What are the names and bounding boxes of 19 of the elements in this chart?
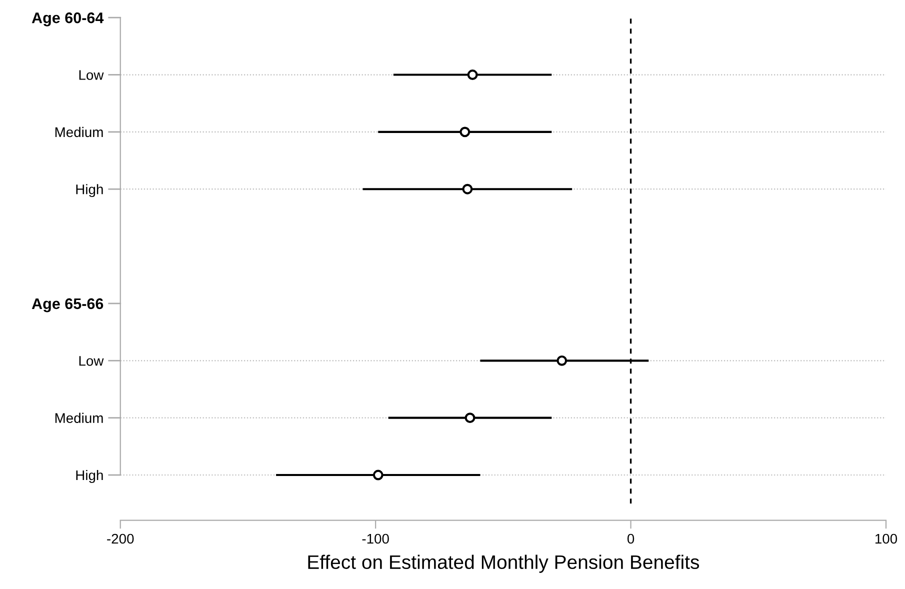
x-tick-label: 0 xyxy=(627,534,634,544)
y-tick-label: Low xyxy=(79,70,104,80)
point xyxy=(467,70,478,80)
point xyxy=(460,126,470,138)
point xyxy=(556,355,568,366)
y-tick-label: High xyxy=(76,184,103,198)
point xyxy=(462,184,473,194)
y-tick-label: Medium xyxy=(55,412,103,423)
point xyxy=(372,470,384,480)
point xyxy=(464,412,476,424)
y-tick-label: High xyxy=(76,470,103,483)
x-tick-label: 100 xyxy=(875,534,898,544)
y-tick-label: Age 60-64 xyxy=(32,12,104,26)
x-tick-label: -200 xyxy=(107,534,134,544)
x-axis-title: Effect on Estimated Monthly Pension Benefits xyxy=(308,554,700,573)
x-tick-label: -100 xyxy=(362,534,389,544)
y-tick-label: Medium xyxy=(55,126,103,138)
y-tick-label: Low xyxy=(79,356,104,366)
y-tick-label: Age 65-66 xyxy=(32,298,104,312)
